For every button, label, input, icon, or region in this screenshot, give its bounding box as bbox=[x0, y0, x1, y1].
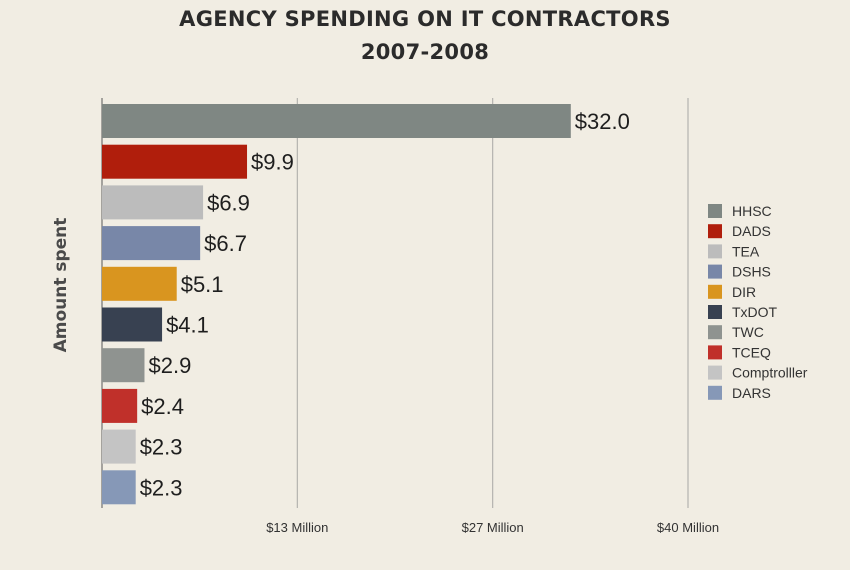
bar bbox=[102, 266, 177, 301]
bar-value-label: $2.3 bbox=[140, 435, 183, 460]
bar bbox=[102, 185, 204, 220]
chart-subtitle: 2007-2008 bbox=[360, 40, 490, 64]
legend-swatch bbox=[708, 264, 722, 279]
legend-label: Comptrolller bbox=[732, 365, 808, 381]
bar bbox=[102, 388, 138, 423]
bar-value-label: $5.1 bbox=[181, 272, 224, 297]
legend-label: TEA bbox=[732, 243, 760, 259]
legend-swatch bbox=[708, 284, 722, 299]
legend-swatch bbox=[708, 345, 722, 360]
bar-value-label: $4.1 bbox=[166, 313, 209, 338]
bar-value-label: $32.0 bbox=[575, 109, 630, 134]
bar bbox=[102, 429, 136, 464]
chart-title: AGENCY SPENDING ON IT CONTRACTORS bbox=[179, 7, 671, 31]
legend-label: DSHS bbox=[732, 264, 771, 280]
x-tick-label: $13 Million bbox=[266, 520, 328, 535]
bar-value-label: $2.3 bbox=[140, 475, 183, 500]
legend-label: TCEQ bbox=[732, 344, 771, 360]
legend-label: TxDOT bbox=[732, 304, 778, 320]
bar-value-label: $6.9 bbox=[207, 190, 250, 215]
legend-swatch bbox=[708, 365, 722, 380]
bar-value-label: $2.9 bbox=[148, 353, 191, 378]
legend-swatch bbox=[708, 204, 722, 218]
x-tick-label: $27 Million bbox=[462, 520, 524, 535]
legend-swatch bbox=[708, 224, 722, 239]
bar bbox=[102, 307, 163, 342]
legend-label: HHSC bbox=[732, 203, 772, 219]
bar bbox=[102, 144, 248, 179]
bar bbox=[102, 470, 136, 505]
bar bbox=[102, 348, 145, 383]
legend-label: DIR bbox=[732, 284, 756, 300]
bar bbox=[102, 104, 571, 138]
bar bbox=[102, 226, 201, 261]
legend-swatch bbox=[708, 305, 722, 319]
legend-label: DADS bbox=[732, 223, 771, 239]
legend-swatch bbox=[708, 385, 722, 400]
x-tick-label: $40 Million bbox=[657, 520, 719, 535]
bar-value-label: $6.7 bbox=[204, 231, 247, 256]
legend-label: DARS bbox=[732, 385, 771, 401]
legend-swatch bbox=[708, 244, 722, 259]
bar-value-label: $9.9 bbox=[251, 150, 294, 175]
legend-label: TWC bbox=[732, 324, 764, 340]
legend-swatch bbox=[708, 325, 722, 340]
bar-value-label: $2.4 bbox=[141, 394, 184, 419]
